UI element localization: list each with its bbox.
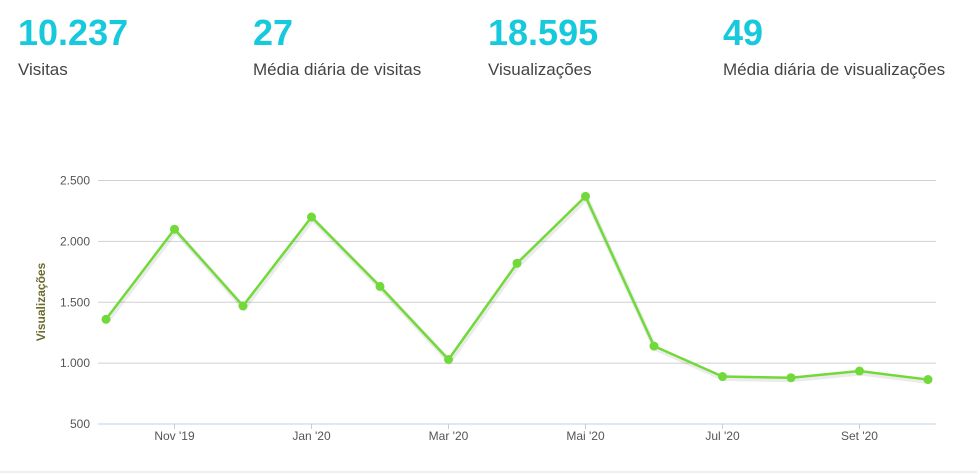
stat-value: 18.595 xyxy=(488,12,599,53)
stat-daily-visits: 27 Média diária de visitas xyxy=(253,12,421,80)
data-point xyxy=(649,341,659,351)
data-point xyxy=(307,212,316,222)
data-point xyxy=(923,375,933,385)
data-point xyxy=(718,372,727,382)
data-point xyxy=(170,224,179,234)
stat-value: 27 xyxy=(253,12,294,53)
data-point xyxy=(375,281,385,291)
y-tick-label: 1.000 xyxy=(60,356,90,370)
x-tick-label: Mai '20 xyxy=(566,429,605,443)
stat-label: Visualizações xyxy=(488,60,592,79)
x-tick-label: Set '20 xyxy=(841,429,878,443)
data-point xyxy=(512,258,522,268)
data-point xyxy=(444,354,453,364)
stat-value: 49 xyxy=(723,12,764,53)
stat-visits: 10.237 Visitas xyxy=(18,12,128,80)
stat-label: Média diária de visitas xyxy=(253,60,422,79)
x-tick-label: Jan '20 xyxy=(292,429,331,443)
stat-value: 10.237 xyxy=(18,12,129,53)
data-point xyxy=(786,373,796,383)
y-tick-label: 1.500 xyxy=(60,295,90,309)
y-tick-label: 2.000 xyxy=(60,234,90,248)
data-point xyxy=(101,314,111,324)
y-tick-label: 500 xyxy=(70,417,90,431)
stat-label: Visitas xyxy=(18,60,68,79)
y-tick-label: 2.500 xyxy=(60,174,90,188)
x-tick-label: Nov '19 xyxy=(154,429,195,443)
data-point xyxy=(238,301,248,311)
y-axis-title: Visualizações xyxy=(34,262,48,341)
stat-daily-views: 49 Média diária de visualizações xyxy=(723,12,945,80)
data-point xyxy=(855,366,864,376)
panel-border xyxy=(0,471,977,473)
stat-views: 18.595 Visualizações xyxy=(488,12,598,80)
x-tick-label: Jul '20 xyxy=(705,429,740,443)
stat-label: Média diária de visualizações xyxy=(723,60,946,79)
data-point xyxy=(581,191,590,201)
x-tick-label: Mar '20 xyxy=(429,429,469,443)
